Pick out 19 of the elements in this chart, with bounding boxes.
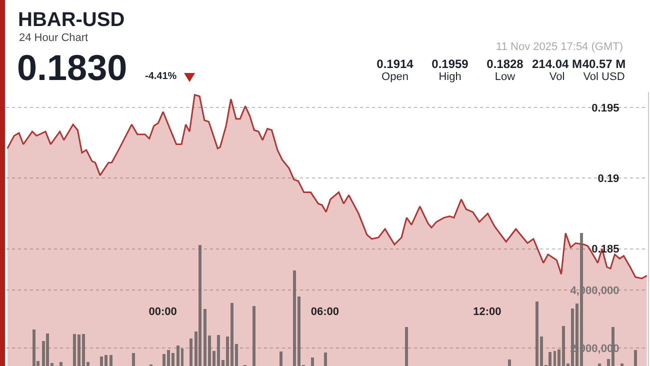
text: 11 Nov 2025 17:54 (GMT) [496, 41, 623, 53]
chart-subtitle: 24 Hour Chart [19, 32, 88, 44]
text: 0.1914 [376, 57, 414, 71]
text: Low [494, 71, 516, 83]
y-tick-label: 0.185 [592, 244, 620, 256]
text: 0.1830 [17, 47, 128, 89]
x-tick-label: 12:00 [473, 306, 502, 318]
chart-title: HBAR-USD [18, 9, 125, 32]
x-tick-label: 06:00 [310, 306, 340, 318]
x-tick-label: 00:00 [148, 306, 177, 318]
text: 40.57 M [582, 57, 626, 71]
text: 0.1828 [486, 57, 524, 71]
text: Vol [549, 71, 565, 83]
text: -4.41% [145, 71, 177, 82]
text: 0.1959 [430, 57, 470, 71]
text: 214.04 M [532, 57, 582, 71]
text: Vol USD [583, 71, 625, 83]
y-tick-label: 0.19 [598, 173, 620, 185]
y-tick-label: 0.195 [592, 102, 620, 114]
